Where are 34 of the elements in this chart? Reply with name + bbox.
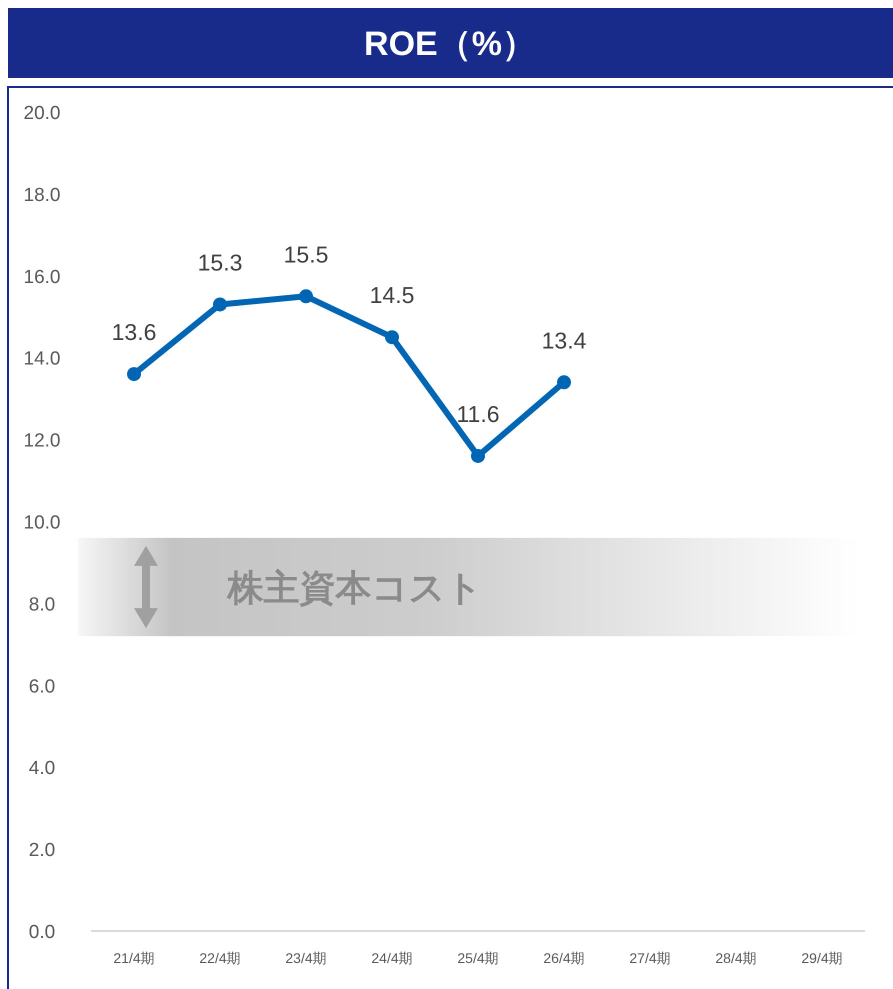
x-tick-label: 28/4期 bbox=[715, 950, 757, 966]
y-tick-label: 0.0 bbox=[28, 922, 56, 943]
data-label: 11.6 bbox=[456, 400, 500, 427]
data-label: 14.5 bbox=[370, 282, 414, 308]
y-tick-label: 16.0 bbox=[24, 266, 60, 288]
point bbox=[127, 367, 141, 382]
y-tick-label: 8.0 bbox=[28, 594, 56, 616]
data-label: 15.5 bbox=[284, 241, 328, 268]
data-label: 13.6 bbox=[112, 319, 156, 346]
y-tick-label: 6.0 bbox=[28, 676, 56, 698]
y-tick-label: 10.0 bbox=[24, 512, 60, 534]
point bbox=[471, 448, 485, 463]
point bbox=[557, 375, 571, 390]
chart-title: ROE（%） bbox=[364, 25, 536, 63]
x-tick-label: 23/4期 bbox=[285, 950, 327, 966]
x-tick-label: 26/4期 bbox=[543, 950, 585, 966]
point bbox=[299, 289, 313, 304]
data-label: 13.4 bbox=[542, 327, 587, 354]
data-label: 15.3 bbox=[198, 249, 242, 276]
x-tick-label: 21/4期 bbox=[113, 950, 155, 966]
y-tick-label: 2.0 bbox=[28, 840, 56, 862]
y-tick-label: 4.0 bbox=[28, 758, 56, 780]
x-tick-label: 25/4期 bbox=[457, 950, 499, 966]
x-tick-label: 24/4期 bbox=[371, 950, 413, 966]
y-tick-label: 18.0 bbox=[24, 184, 60, 206]
y-tick-label: 14.0 bbox=[24, 348, 60, 370]
x-tick-label: 27/4期 bbox=[629, 950, 671, 966]
point bbox=[385, 330, 399, 344]
band-label: 株主資本コスト bbox=[226, 567, 482, 608]
y-tick-label: 20.0 bbox=[24, 103, 60, 124]
x-tick-label: 22/4期 bbox=[199, 950, 241, 966]
point bbox=[213, 297, 227, 312]
y-tick-label: 12.0 bbox=[24, 430, 60, 452]
x-tick-label: 29/4期 bbox=[801, 950, 843, 966]
